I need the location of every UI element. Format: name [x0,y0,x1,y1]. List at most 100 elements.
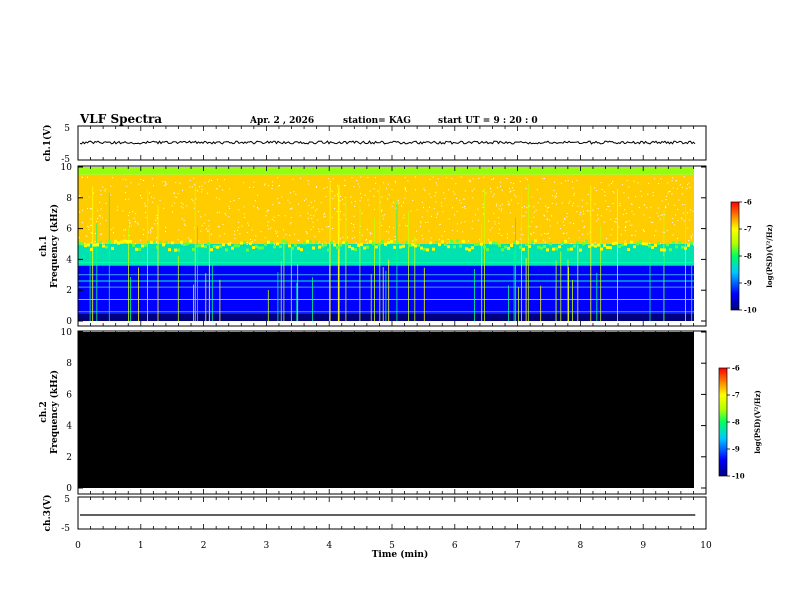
speckle [676,180,678,182]
speckle [415,176,416,178]
speckle [587,210,589,212]
speckle [596,190,598,191]
speckle [81,222,83,224]
band-edge [387,241,390,245]
speckle [229,188,231,190]
speckle [355,242,357,244]
speckle [267,221,269,223]
speckle [441,202,442,204]
speckle [611,228,613,230]
speckle [444,198,446,199]
speckle [547,207,549,209]
speckle [541,234,543,236]
speckle [628,186,630,188]
speckle [587,194,589,195]
speckle [392,202,394,203]
speckle [530,234,532,236]
band-edge [534,239,537,243]
speckle [563,232,565,234]
band-edge [528,244,531,248]
speckle [689,187,691,189]
speckle [156,217,158,219]
time-ticklabel-7: 7 [515,541,521,551]
speckle [381,196,383,198]
speckle [112,177,114,179]
speckle [219,185,221,187]
ch2-spectrogram-panel: 0 2 4 6 8 10 ch.2 Frequency (kHz) -6 -7 -8 -9 -10… [39,328,762,495]
speckle [387,198,389,200]
speckle [498,208,500,210]
date-label: Apr. 2 , 2026 [249,116,314,126]
speckle [681,193,683,195]
speckle [128,234,130,236]
band-edge [183,243,186,246]
band-edge [78,241,81,245]
band-edge [513,240,516,244]
speckle [624,209,626,211]
speckle [207,230,209,232]
speckle [275,232,277,234]
speckle [253,186,254,188]
ch2-spec-ytick-1: 2 [66,453,72,463]
speckle [405,190,407,192]
speckle [88,229,90,230]
band-edge [402,244,405,248]
speckle [277,235,279,237]
band-edge [144,243,147,247]
speckle [403,214,405,216]
band-edge [336,245,339,249]
speckle [454,193,456,195]
band-edge [267,240,270,244]
speckle [360,197,362,199]
speckle [123,229,125,231]
speckle [690,236,692,238]
speckle [672,187,674,189]
band-edge [240,241,243,245]
speckle [626,180,628,181]
speckle [294,233,296,235]
speckle [319,241,321,243]
speckle [609,210,611,212]
band-edge [621,243,624,247]
band-edge [165,240,168,244]
speckle [201,191,203,193]
band-edge [564,239,567,243]
speckle [650,221,652,223]
band-edge [576,240,579,244]
speckle [199,186,200,188]
speckle [415,239,417,241]
band-edge [99,240,102,244]
speckle [496,203,498,205]
speckle [640,190,642,192]
band-edge [468,248,471,252]
band-edge [633,245,636,249]
speckle [404,187,406,189]
speckle [432,176,434,178]
band-edge [372,242,375,246]
speckle [568,237,570,239]
speckle [208,220,210,222]
band-edge [360,243,363,247]
band-edge [186,242,189,246]
speckle [340,195,341,197]
band-edge [435,240,438,244]
speckle [104,190,106,192]
speckle [671,180,673,182]
speckle [257,194,259,196]
speckle [258,208,260,210]
speckle [354,200,356,202]
speckle [568,202,570,204]
speckle [105,219,107,221]
spectrogram-band-1 [78,265,694,314]
speckle [420,221,422,222]
ch1-spectrogram-ticks [77,166,707,326]
band-edge [225,248,228,252]
speckle [100,234,102,236]
speckle [401,205,402,207]
speckle [306,232,308,234]
speckle [210,233,212,235]
speckle [416,209,418,211]
speckle [638,207,640,208]
speckle [351,237,353,239]
speckle [334,195,336,197]
